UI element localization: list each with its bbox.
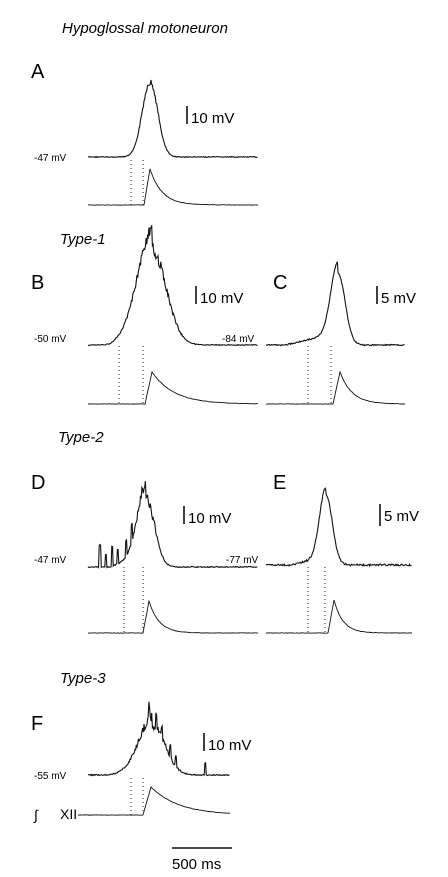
section-type-3: Type-3	[60, 670, 106, 687]
membrane-trace-c	[266, 261, 405, 347]
membrane-trace-d	[87, 481, 258, 569]
figure-title: Hypoglossal motoneuron	[62, 20, 228, 37]
integral-symbol: ∫	[33, 807, 39, 823]
baseline-label-b: -50 mV	[34, 334, 67, 345]
panel-label-f: F	[31, 713, 43, 735]
integrated-trace-a	[87, 168, 259, 206]
integrated-trace-e	[265, 599, 413, 634]
membrane-trace-e	[265, 487, 412, 568]
panel-label-e: E	[273, 472, 286, 494]
integrated-trace-c	[265, 370, 406, 405]
scale-label-e: 5 mV	[384, 508, 419, 525]
membrane-trace-a	[87, 79, 258, 159]
baseline-label-a: -47 mV	[34, 153, 67, 164]
membrane-trace-f	[87, 701, 230, 777]
panel-label-b: B	[31, 272, 44, 294]
section-type-2: Type-2	[58, 429, 104, 446]
traces	[77, 79, 413, 816]
scale-label-d: 10 mV	[188, 510, 231, 527]
panel-label-d: D	[31, 472, 45, 494]
panel-label-a: A	[31, 61, 45, 83]
panel-label-c: C	[273, 272, 287, 294]
scale-label-b: 10 mV	[200, 290, 243, 307]
scale-label-a: 10 mV	[191, 110, 234, 127]
integrated-trace-b	[87, 370, 259, 405]
section-type-1: Type-1	[60, 231, 106, 248]
baseline-label-d: -47 mV	[34, 555, 67, 566]
membrane-trace-b	[87, 225, 258, 347]
baseline-label-f: -55 mV	[34, 771, 67, 782]
scale-label-c: 5 mV	[381, 290, 416, 307]
baseline-label-e: -77 mV	[226, 555, 259, 566]
integrated-xii-label: XII	[60, 806, 77, 822]
integrated-trace-d	[87, 599, 258, 634]
scale-label-f: 10 mV	[208, 737, 251, 754]
time-scale-label: 500 ms	[172, 856, 221, 873]
baseline-label-c: -84 mV	[222, 334, 255, 345]
integrated-trace-f	[77, 786, 231, 816]
